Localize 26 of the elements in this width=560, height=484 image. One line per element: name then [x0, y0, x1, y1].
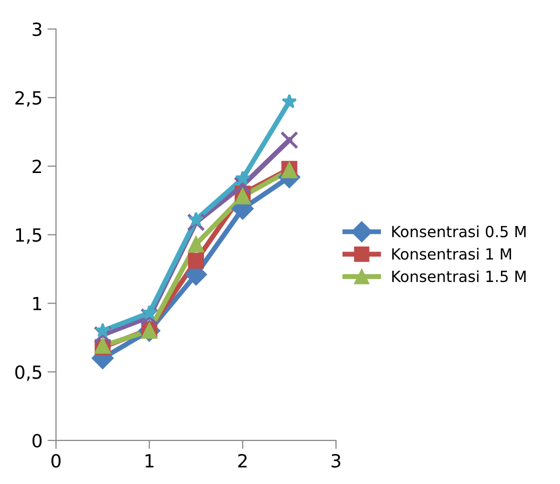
- y-tick-label: 0,5: [15, 365, 42, 381]
- legend-label: Konsentrasi 0.5 M: [392, 225, 526, 238]
- point: [188, 236, 204, 252]
- y-tick-label: 3: [32, 22, 42, 36]
- y-tick-label: 1: [33, 297, 42, 310]
- y-tick-label: 2,5: [15, 91, 42, 107]
- point: [280, 131, 298, 150]
- point: [282, 94, 297, 108]
- x-tick-label: 2: [238, 454, 247, 468]
- x-tick-label: 3: [332, 454, 340, 468]
- point: [95, 322, 110, 338]
- point: [94, 326, 112, 344]
- y-tick-label: 2: [32, 160, 41, 174]
- point: [188, 252, 204, 269]
- x-tick-label: 0: [51, 454, 61, 468]
- legend-label: Konsentrasi 1 M: [392, 248, 512, 260]
- point: [186, 213, 206, 232]
- legend-label: Konsentrasi 1.5 M: [392, 270, 526, 282]
- point: [142, 304, 157, 320]
- point: [234, 176, 252, 194]
- point: [188, 212, 204, 226]
- y-tick-label: 1,5: [16, 228, 42, 244]
- x-tick-label: 1: [146, 454, 154, 468]
- point: [140, 308, 158, 326]
- y-tick-label: 0: [32, 434, 42, 448]
- point: [235, 170, 250, 186]
